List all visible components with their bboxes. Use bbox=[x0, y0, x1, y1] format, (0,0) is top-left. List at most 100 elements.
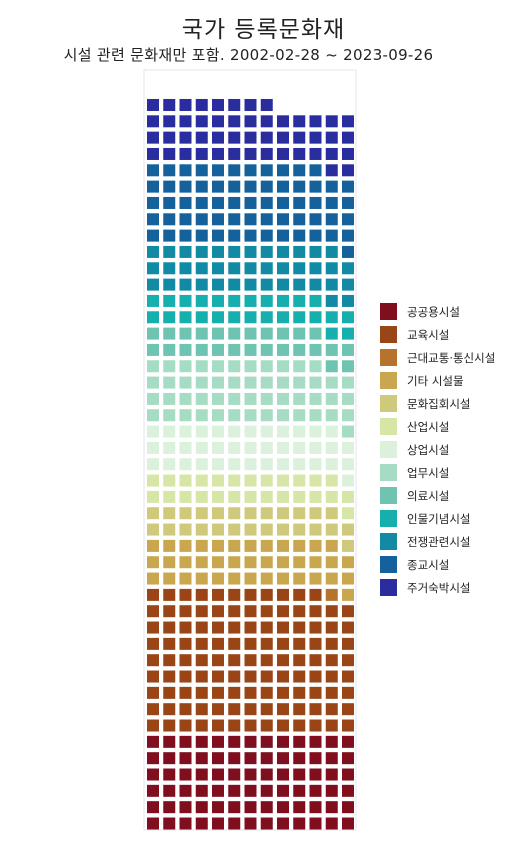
waffle-cell bbox=[147, 588, 159, 601]
waffle-cell bbox=[342, 523, 354, 536]
waffle-cell bbox=[163, 556, 176, 569]
waffle-cell bbox=[293, 637, 306, 650]
waffle-cell bbox=[147, 507, 159, 520]
waffle-cell bbox=[228, 425, 241, 438]
waffle-cell bbox=[293, 817, 306, 830]
waffle-cell bbox=[244, 196, 257, 209]
waffle-cell bbox=[179, 115, 192, 128]
waffle-cell bbox=[195, 425, 208, 438]
waffle-cell bbox=[260, 768, 273, 781]
waffle-cell bbox=[325, 262, 338, 275]
waffle-cell bbox=[309, 327, 322, 340]
waffle-cell bbox=[277, 719, 289, 732]
waffle-cell bbox=[244, 801, 257, 814]
waffle-cell bbox=[147, 180, 159, 193]
waffle-cell bbox=[293, 719, 306, 732]
waffle-cell bbox=[309, 180, 322, 193]
waffle-cell bbox=[228, 164, 241, 177]
waffle-cell bbox=[260, 311, 273, 324]
waffle-cell bbox=[277, 637, 289, 650]
waffle-cell bbox=[228, 278, 241, 291]
legend-label: 의료시설 bbox=[407, 489, 449, 503]
waffle-cell bbox=[325, 801, 338, 814]
waffle-cell bbox=[212, 801, 224, 814]
waffle-cell bbox=[309, 572, 322, 585]
waffle-cell bbox=[163, 670, 176, 683]
waffle-cell bbox=[195, 229, 208, 242]
chart-subtitle: 시설 관련 문화재만 포함. 2002-02-28 ~ 2023-09-26 bbox=[63, 46, 434, 64]
waffle-cell bbox=[179, 637, 192, 650]
waffle-cell bbox=[244, 409, 257, 422]
waffle-cell bbox=[342, 735, 354, 748]
waffle-cell bbox=[212, 572, 224, 585]
waffle-cell bbox=[325, 458, 338, 471]
waffle-cell bbox=[195, 392, 208, 405]
waffle-cell bbox=[163, 262, 176, 275]
waffle-cell bbox=[293, 572, 306, 585]
waffle-cell bbox=[342, 719, 354, 732]
waffle-cell bbox=[228, 588, 241, 601]
waffle-cell bbox=[260, 441, 273, 454]
waffle-cell bbox=[147, 703, 159, 716]
waffle-cell bbox=[277, 327, 289, 340]
waffle-cell bbox=[260, 376, 273, 389]
waffle-cell bbox=[325, 376, 338, 389]
legend-swatch bbox=[380, 303, 397, 320]
waffle-cell bbox=[163, 784, 176, 797]
waffle-cell bbox=[195, 490, 208, 503]
waffle-cell bbox=[260, 278, 273, 291]
waffle-cell bbox=[212, 229, 224, 242]
waffle-cell bbox=[212, 670, 224, 683]
waffle-cell bbox=[228, 409, 241, 422]
waffle-cell bbox=[342, 441, 354, 454]
legend-swatch bbox=[380, 395, 397, 412]
waffle-cell bbox=[244, 490, 257, 503]
waffle-cell bbox=[293, 164, 306, 177]
waffle-cell bbox=[277, 621, 289, 634]
waffle-cell bbox=[147, 784, 159, 797]
waffle-cell bbox=[228, 343, 241, 356]
waffle-cell bbox=[293, 735, 306, 748]
waffle-cell bbox=[228, 376, 241, 389]
waffle-cell bbox=[195, 686, 208, 699]
waffle-cell bbox=[293, 654, 306, 667]
waffle-cell bbox=[342, 752, 354, 765]
waffle-cell bbox=[260, 458, 273, 471]
waffle-cell bbox=[228, 637, 241, 650]
waffle-cell bbox=[212, 588, 224, 601]
waffle-cell bbox=[228, 294, 241, 307]
waffle-cell bbox=[147, 425, 159, 438]
waffle-cell bbox=[277, 245, 289, 258]
waffle-cell bbox=[195, 784, 208, 797]
waffle-cell bbox=[228, 392, 241, 405]
waffle-cell bbox=[195, 719, 208, 732]
waffle-cell bbox=[179, 752, 192, 765]
waffle-cell bbox=[309, 556, 322, 569]
waffle-cell bbox=[195, 327, 208, 340]
waffle-cell bbox=[309, 703, 322, 716]
legend-label: 공공용시설 bbox=[407, 305, 460, 319]
waffle-cell bbox=[325, 490, 338, 503]
waffle-cell bbox=[325, 441, 338, 454]
waffle-cell bbox=[195, 164, 208, 177]
waffle-cell bbox=[325, 409, 338, 422]
waffle-cell bbox=[325, 213, 338, 226]
waffle-cell bbox=[260, 621, 273, 634]
waffle-cell bbox=[163, 686, 176, 699]
waffle-cell bbox=[277, 735, 289, 748]
waffle-cell bbox=[212, 686, 224, 699]
legend-label: 전쟁관련시설 bbox=[407, 535, 470, 549]
waffle-cell bbox=[244, 343, 257, 356]
waffle-cell bbox=[293, 490, 306, 503]
waffle-cell bbox=[163, 539, 176, 552]
waffle-cell bbox=[195, 262, 208, 275]
waffle-cell bbox=[179, 164, 192, 177]
chart-title: 국가 등록문화재 bbox=[181, 17, 346, 43]
waffle-cell bbox=[309, 115, 322, 128]
waffle-cell bbox=[342, 474, 354, 487]
waffle-cell bbox=[212, 245, 224, 258]
waffle-cell bbox=[212, 409, 224, 422]
waffle-cell bbox=[309, 523, 322, 536]
waffle-cell bbox=[309, 588, 322, 601]
waffle-cell bbox=[244, 229, 257, 242]
